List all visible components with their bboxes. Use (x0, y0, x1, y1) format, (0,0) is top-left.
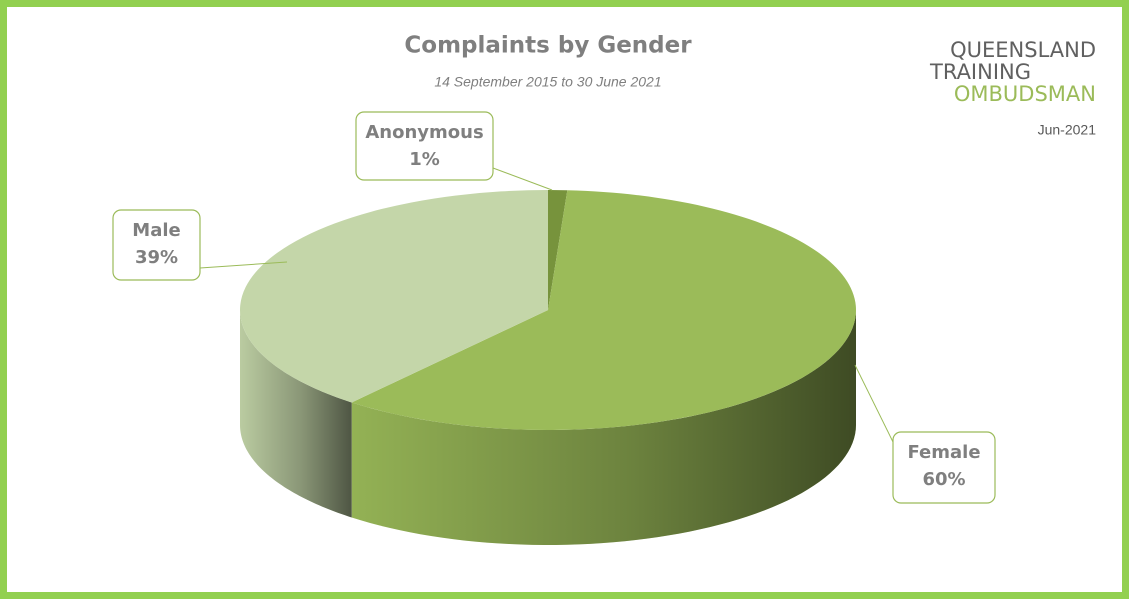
logo-line: TRAINING (929, 60, 1031, 84)
logo-line: QUEENSLAND (950, 38, 1096, 62)
chart-subtitle: 14 September 2015 to 30 June 2021 (434, 74, 661, 90)
callout-box (355, 111, 494, 181)
category-label: Female (907, 442, 980, 463)
logo-date: Jun-2021 (1038, 122, 1097, 138)
leader-line (492, 167, 553, 191)
slice (240, 190, 548, 403)
slice-side-shade (351, 310, 856, 545)
category-label: Anonymous (365, 122, 483, 143)
logo-line: OMBUDSMAN (954, 82, 1096, 106)
slice (548, 190, 568, 310)
leader-line (854, 364, 894, 443)
slice-side-shade (240, 310, 352, 518)
category-label: Male (132, 220, 180, 241)
chart-title: Complaints by Gender (404, 33, 692, 59)
leader-line (199, 261, 288, 269)
value-label: 39% (135, 247, 178, 268)
value-label: 1% (409, 149, 440, 170)
callout-box (892, 431, 996, 504)
slice (351, 190, 856, 430)
value-label: 60% (922, 469, 965, 490)
callout-box (112, 209, 201, 281)
